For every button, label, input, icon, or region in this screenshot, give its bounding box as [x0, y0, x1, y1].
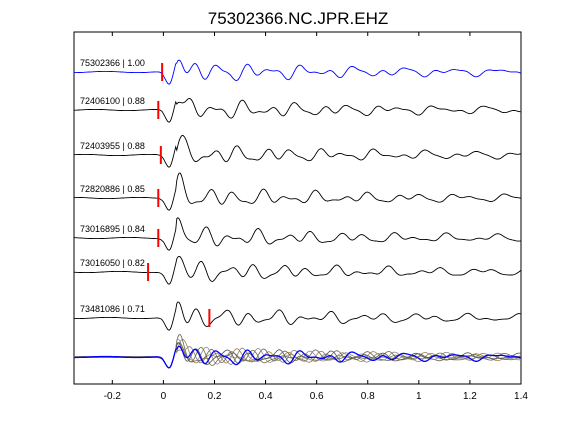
x-tick-label: 0.4: [259, 391, 273, 402]
trace-line-6: [74, 301, 522, 331]
plot-axes-frame: [73, 31, 522, 385]
trace-label-5: 73016050 | 0.82: [80, 258, 145, 268]
trace-line-3: [74, 172, 522, 211]
x-tick-label: 0.6: [310, 391, 324, 402]
x-tick-label: 1.2: [463, 391, 477, 402]
x-tick-label: 1.4: [514, 391, 528, 402]
x-tick-label: 1: [416, 391, 422, 402]
trace-label-6: 73481086 | 0.71: [80, 304, 145, 314]
chart-title: 75302366.NC.JPR.EHZ: [208, 9, 388, 28]
x-axis-ticks: -0.2 0 0.2 0.4 0.6 0.8 1 1.2 1.4: [104, 32, 528, 402]
pick-markers: [147, 63, 211, 327]
trace-label-3: 72820886 | 0.85: [80, 184, 145, 194]
trace-label-1: 72406100 | 0.88: [80, 96, 145, 106]
x-tick-label: -0.2: [104, 391, 122, 402]
x-tick-label: 0.2: [208, 391, 222, 402]
x-tick-label: 0: [161, 391, 167, 402]
x-tick-label: 0.8: [361, 391, 375, 402]
waveform-traces: [73, 59, 522, 369]
trace-line-4: [73, 217, 522, 251]
trace-label-4: 73016895 | 0.84: [80, 224, 145, 234]
trace-line-2: [74, 134, 522, 168]
stack-reference-trace: [74, 345, 522, 369]
trace-labels: 75302366 | 1.00 72406100 | 0.88 72403955 |…: [80, 58, 145, 314]
trace-line-1: [73, 98, 522, 123]
trace-line-0: [74, 59, 522, 85]
trace-label-0: 75302366 | 1.00: [80, 58, 145, 68]
stack-trace-3: [74, 338, 522, 369]
trace-label-2: 72403955 | 0.88: [80, 141, 145, 151]
